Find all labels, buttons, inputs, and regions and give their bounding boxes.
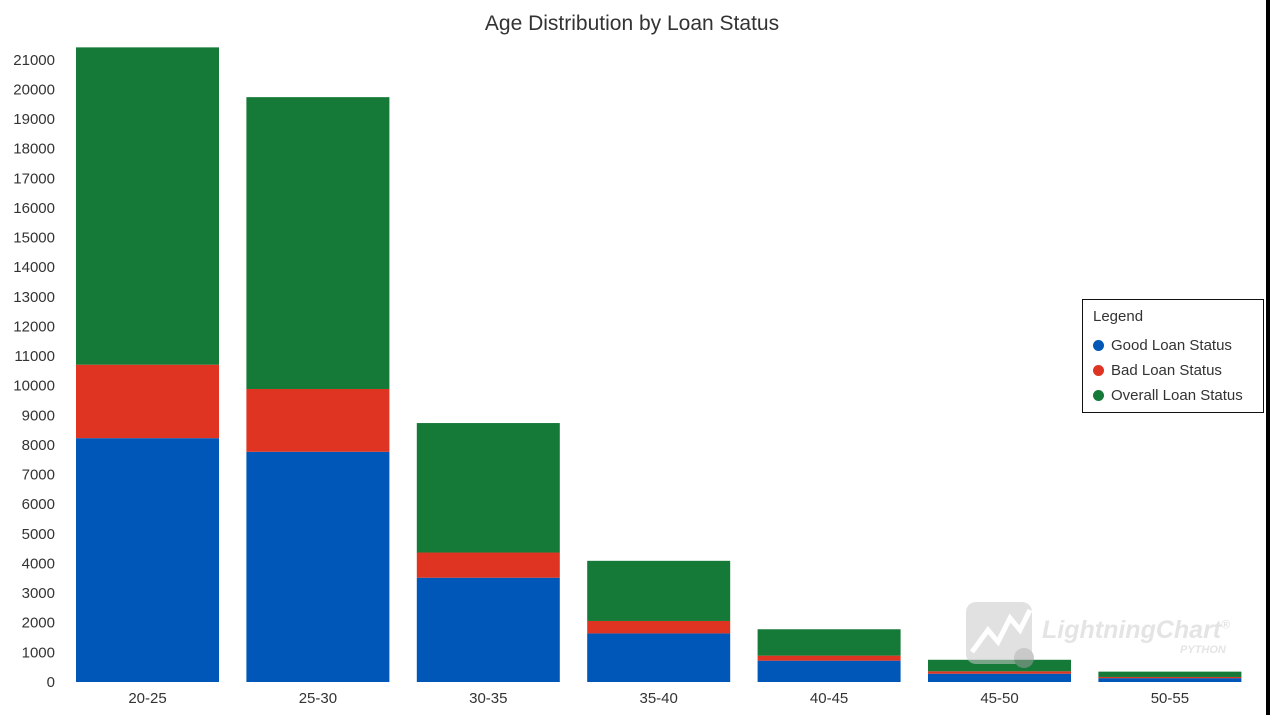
- x-tick-label: 35-40: [640, 690, 678, 707]
- lightning-logo-icon: [966, 602, 1034, 668]
- chart-title: Age Distribution by Loan Status: [485, 12, 779, 35]
- bar-45-50-good-loan-status[interactable]: [928, 673, 1071, 682]
- y-tick-label: 9000: [22, 407, 55, 424]
- right-border: [1266, 0, 1270, 715]
- watermark: LightningChart® PYTHON: [958, 600, 1258, 670]
- bar-25-30-bad-loan-status[interactable]: [246, 388, 390, 452]
- legend-title: Legend: [1093, 308, 1144, 325]
- bar-45-50-overall-loan-status[interactable]: [928, 659, 1071, 672]
- legend-label-overall: Overall Loan Status: [1111, 387, 1243, 404]
- y-tick-label: 13000: [13, 289, 55, 306]
- bar-35-40-overall-loan-status[interactable]: [587, 560, 731, 621]
- x-tick-label: 25-30: [299, 690, 337, 707]
- y-tick-label: 11000: [14, 348, 55, 365]
- y-tick-label: 2000: [22, 615, 55, 632]
- bar-40-45-bad-loan-status[interactable]: [757, 655, 901, 661]
- bar-40-45-overall-loan-status[interactable]: [757, 629, 901, 656]
- y-tick-label: 3000: [22, 585, 55, 602]
- y-tick-label: 17000: [13, 170, 55, 187]
- legend-item-good[interactable]: Good Loan Status: [1093, 333, 1253, 358]
- legend-item-bad[interactable]: Bad Loan Status: [1093, 358, 1253, 383]
- bar-35-40-good-loan-status[interactable]: [587, 633, 731, 682]
- bar-50-55-bad-loan-status[interactable]: [1098, 676, 1242, 679]
- bar-20-25-overall-loan-status[interactable]: [76, 47, 219, 365]
- legend: Legend Good Loan Status Bad Loan Status …: [1082, 299, 1264, 413]
- legend-label-good: Good Loan Status: [1111, 337, 1232, 354]
- watermark-text: LightningChart®: [1042, 616, 1230, 644]
- bar-30-35-bad-loan-status[interactable]: [416, 552, 560, 578]
- bar-50-55-overall-loan-status[interactable]: [1098, 671, 1242, 677]
- x-tick-label: 50-55: [1151, 690, 1189, 707]
- y-tick-label: 14000: [13, 259, 55, 276]
- bar-30-35-overall-loan-status[interactable]: [416, 423, 560, 553]
- bars-group: [76, 47, 1242, 682]
- y-tick-label: 20000: [13, 81, 55, 98]
- bar-30-35-good-loan-status[interactable]: [416, 577, 560, 682]
- y-tick-label: 21000: [13, 52, 55, 69]
- bar-25-30-overall-loan-status[interactable]: [246, 97, 390, 389]
- y-tick-label: 8000: [22, 437, 55, 454]
- legend-dot-bad: [1093, 365, 1104, 376]
- y-axis: 0 1000 2000 3000 4000 5000 6000 7000 8000 9000 100…: [13, 52, 55, 691]
- bar-20-25-bad-loan-status[interactable]: [76, 364, 219, 439]
- y-tick-label: 16000: [13, 200, 55, 217]
- bar-25-30-good-loan-status[interactable]: [246, 451, 390, 682]
- y-tick-label: 6000: [22, 496, 55, 513]
- y-tick-label: 1000: [22, 644, 55, 661]
- x-tick-label: 20-25: [128, 690, 166, 707]
- y-tick-label: 4000: [22, 555, 55, 572]
- x-tick-label: 40-45: [810, 690, 848, 707]
- bar-35-40-bad-loan-status[interactable]: [587, 620, 731, 634]
- legend-label-bad: Bad Loan Status: [1111, 362, 1222, 379]
- legend-dot-good: [1093, 340, 1104, 351]
- bar-45-50-bad-loan-status[interactable]: [928, 671, 1071, 674]
- legend-dot-overall: [1093, 390, 1104, 401]
- bar-40-45-good-loan-status[interactable]: [757, 660, 901, 682]
- y-tick-label: 5000: [22, 526, 55, 543]
- legend-item-overall[interactable]: Overall Loan Status: [1093, 383, 1253, 408]
- watermark-subtext: PYTHON: [1180, 644, 1226, 656]
- bar-20-25-good-loan-status[interactable]: [76, 438, 219, 682]
- x-axis: 20-25 25-30 30-35 35-40 40-45 45-50 50-55: [128, 690, 1189, 707]
- y-tick-label: 7000: [22, 467, 55, 484]
- x-tick-label: 45-50: [980, 690, 1018, 707]
- y-tick-label: 12000: [13, 318, 55, 335]
- y-tick-label: 15000: [13, 230, 55, 247]
- y-tick-label: 18000: [13, 141, 55, 158]
- bar-50-55-good-loan-status[interactable]: [1098, 678, 1242, 682]
- y-tick-label: 19000: [13, 111, 55, 128]
- x-tick-label: 30-35: [469, 690, 507, 707]
- y-tick-label: 0: [47, 674, 55, 691]
- y-tick-label: 10000: [13, 378, 55, 395]
